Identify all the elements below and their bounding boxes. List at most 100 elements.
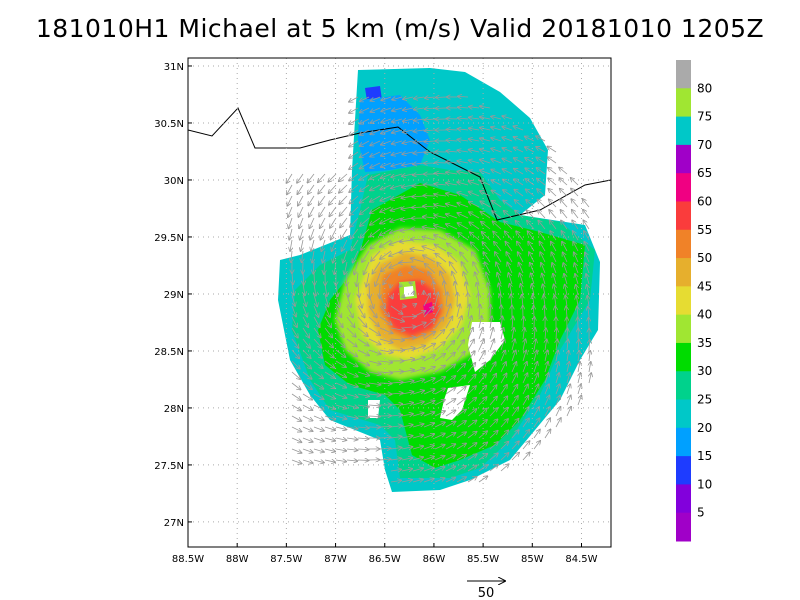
wind-vector bbox=[467, 409, 476, 417]
wind-vector bbox=[437, 262, 447, 274]
wind-vector bbox=[361, 239, 370, 250]
wind-vector bbox=[457, 161, 469, 163]
reference-vector-label: 50 bbox=[478, 586, 495, 600]
wind-vector bbox=[341, 228, 348, 239]
wind-vector bbox=[512, 339, 515, 351]
wind-vector bbox=[584, 231, 590, 241]
wind-vector bbox=[412, 368, 425, 373]
wind-vector bbox=[346, 272, 347, 286]
wind-vector bbox=[346, 371, 358, 377]
wind-vector bbox=[526, 200, 535, 208]
wind-vector bbox=[553, 274, 557, 285]
wind-vector bbox=[522, 362, 527, 373]
wind-vector bbox=[370, 129, 381, 134]
wind-vector bbox=[307, 173, 315, 183]
wind-vector bbox=[412, 379, 424, 384]
wind-vector bbox=[514, 179, 524, 186]
wind-vector bbox=[491, 180, 502, 186]
wind-vector bbox=[467, 443, 477, 450]
coastline bbox=[188, 107, 611, 221]
wind-vector bbox=[335, 393, 347, 398]
wind-vector bbox=[303, 272, 304, 285]
wind-vector bbox=[514, 147, 524, 153]
wind-vector bbox=[544, 418, 550, 428]
wind-vector bbox=[370, 228, 381, 237]
wind-vector bbox=[410, 249, 425, 251]
wind-vector bbox=[503, 180, 513, 186]
wind-vector bbox=[545, 362, 548, 373]
wind-vector bbox=[533, 418, 540, 428]
wind-vector bbox=[302, 360, 311, 369]
wind-vector bbox=[391, 184, 403, 188]
wind-vector bbox=[357, 371, 369, 376]
wind-vector bbox=[544, 396, 550, 406]
x-tick-label: 86.5W bbox=[369, 554, 401, 565]
colorbar-swatch bbox=[676, 371, 691, 401]
wind-vector bbox=[287, 184, 293, 194]
wind-vector bbox=[565, 285, 567, 296]
wind-vector bbox=[517, 242, 524, 252]
wind-vector bbox=[309, 206, 315, 217]
wind-vector bbox=[313, 327, 321, 338]
wind-vector bbox=[434, 388, 445, 395]
wind-vector bbox=[471, 242, 480, 252]
wind-vector bbox=[392, 108, 403, 111]
wind-vector bbox=[308, 184, 315, 194]
wind-vector bbox=[401, 403, 413, 405]
wind-vector bbox=[566, 395, 571, 406]
wind-vector bbox=[324, 261, 325, 274]
x-tick-label: 85W bbox=[521, 554, 544, 565]
wind-vector bbox=[412, 334, 426, 340]
wind-vector bbox=[381, 129, 392, 134]
wind-vector bbox=[324, 338, 333, 348]
wind-vector bbox=[423, 344, 435, 351]
x-axis: 88.5W 88W 87.5W 87W 86.5W 86W 85.5W 85W 84.5W bbox=[172, 543, 598, 565]
wind-vector bbox=[478, 408, 487, 417]
wind-vector bbox=[321, 239, 326, 251]
wind-vector bbox=[540, 252, 546, 263]
colorbar-swatch bbox=[676, 314, 691, 344]
wind-vector bbox=[358, 283, 359, 297]
wind-vector bbox=[390, 339, 404, 340]
wind-vector bbox=[500, 396, 507, 406]
wind-vector bbox=[379, 327, 393, 333]
wind-vector bbox=[302, 371, 312, 379]
wind-vector bbox=[391, 195, 403, 200]
wind-vector bbox=[287, 195, 293, 206]
wind-vector bbox=[349, 151, 359, 158]
y-tick-label: 27.5N bbox=[154, 461, 184, 472]
wind-vector bbox=[314, 272, 315, 285]
wind-vector bbox=[301, 239, 303, 251]
wind-vector bbox=[423, 319, 435, 329]
wind-vector bbox=[538, 221, 546, 230]
wind-vector bbox=[456, 398, 466, 406]
wind-vector bbox=[550, 220, 557, 230]
wind-vector bbox=[478, 386, 486, 395]
wind-vector bbox=[456, 477, 466, 483]
wind-vector bbox=[514, 190, 524, 197]
wind-vector bbox=[390, 458, 402, 460]
wind-vector bbox=[525, 158, 535, 164]
wind-vector bbox=[434, 215, 447, 218]
wind-vector bbox=[357, 316, 367, 327]
wind-vector bbox=[434, 292, 438, 307]
wind-vector bbox=[555, 384, 560, 395]
wind-vector bbox=[313, 382, 323, 389]
wind-vector bbox=[500, 373, 507, 384]
wind-vector bbox=[423, 434, 434, 439]
wind-vector bbox=[379, 338, 393, 343]
wind-vector bbox=[402, 163, 414, 165]
wind-vector bbox=[390, 426, 402, 427]
wind-vector bbox=[551, 242, 557, 252]
wind-vector bbox=[526, 210, 535, 219]
colorbar-label: 30 bbox=[697, 364, 712, 378]
wind-vector bbox=[577, 395, 581, 406]
wind-vector bbox=[586, 274, 589, 285]
wind-vector bbox=[291, 459, 302, 464]
wind-vector bbox=[360, 107, 370, 113]
wind-vector bbox=[336, 283, 338, 296]
wind-vector bbox=[560, 210, 568, 219]
wind-vector bbox=[445, 353, 455, 362]
wind-vector bbox=[399, 273, 402, 275]
wind-vector bbox=[536, 136, 546, 142]
